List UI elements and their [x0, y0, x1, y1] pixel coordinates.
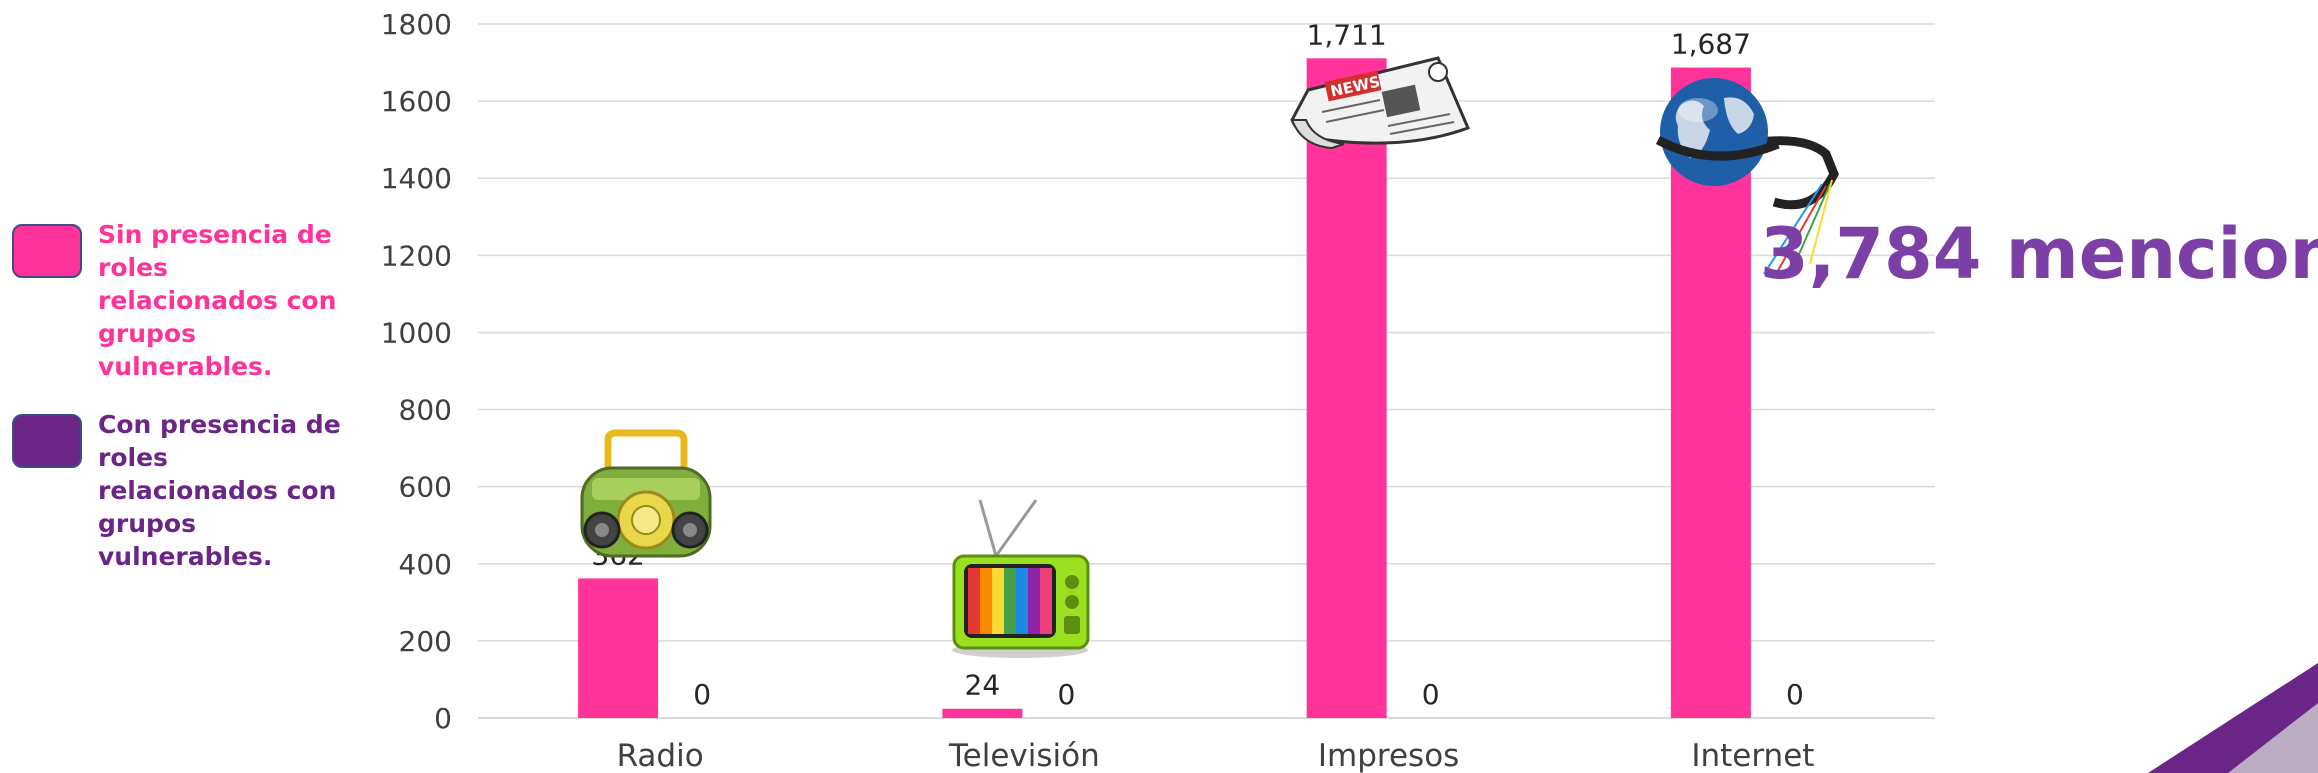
data-label: 1,711: [1307, 18, 1387, 51]
y-tick-label: 1400: [381, 162, 452, 195]
data-label: 24: [965, 669, 1001, 702]
legend-swatch-purple: [12, 414, 82, 468]
radio-icon: [580, 429, 712, 558]
newspaper-icon: NEWS: [1290, 56, 1471, 150]
x-axis-ticks: Radio Televisión Impresos Internet: [617, 738, 1815, 773]
legend-swatch-pink: [12, 224, 82, 278]
y-tick-label: 200: [399, 625, 452, 658]
y-tick-label: 400: [399, 548, 452, 581]
y-tick-label: 1800: [381, 8, 452, 41]
data-label: 0: [1057, 678, 1075, 711]
total-mentions-callout: 3,784 menciones: [1760, 213, 2318, 295]
television-icon: [952, 499, 1090, 658]
y-tick-label: 0: [434, 702, 452, 735]
legend-label: Con presencia de roles relacionados con …: [98, 410, 341, 571]
x-tick-label: Televisión: [948, 738, 1100, 773]
globe-icon: [1655, 78, 1839, 275]
bars: [578, 58, 1751, 719]
y-tick-label: 800: [399, 394, 452, 427]
corner-decoration: [2148, 663, 2318, 773]
y-axis-ticks: 0 200 400 600 800 1000 1200 1400 1600 1800: [381, 8, 452, 735]
y-tick-label: 1200: [381, 239, 452, 272]
data-label: 1,687: [1671, 28, 1751, 61]
data-label: 0: [1786, 678, 1804, 711]
legend-label: Sin presencia de roles relacionados con …: [98, 220, 337, 381]
x-tick-label: Impresos: [1318, 738, 1459, 773]
bar: [578, 578, 659, 718]
x-tick-label: Internet: [1691, 738, 1814, 773]
bar: [942, 708, 1023, 718]
bar: [1306, 58, 1387, 718]
y-tick-label: 600: [399, 471, 452, 504]
x-tick-label: Radio: [617, 738, 704, 773]
y-tick-label: 1000: [381, 316, 452, 349]
y-tick-label: 1600: [381, 85, 452, 118]
data-label: 0: [1422, 678, 1440, 711]
gridlines: [478, 23, 1935, 719]
data-label: 0: [693, 678, 711, 711]
